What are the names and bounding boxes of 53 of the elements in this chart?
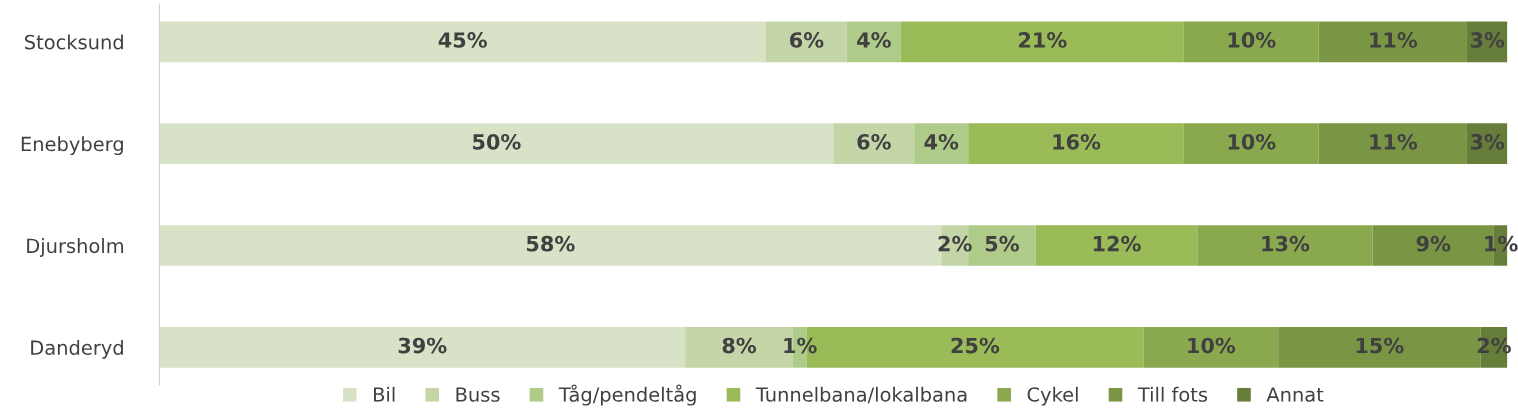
legend-label: Bil <box>374 386 395 402</box>
y-tick-label: Djursholm <box>27 238 124 257</box>
bar <box>968 123 1184 165</box>
legend-label: Till fots <box>1137 386 1208 402</box>
bar <box>159 123 834 165</box>
data-label: 10% <box>1188 337 1236 354</box>
data-label: 1% <box>784 337 817 354</box>
data-label: 10% <box>1228 133 1276 150</box>
legend-label: Tåg/pendeltåg <box>558 384 696 406</box>
bar <box>1183 21 1319 63</box>
data-label: 4% <box>857 32 891 48</box>
data-label: 3% <box>1470 133 1505 150</box>
bar <box>1183 123 1319 165</box>
data-label: 12% <box>1093 235 1141 252</box>
data-label: 6% <box>790 32 824 48</box>
y-tick-label: Enebyberg <box>21 136 123 156</box>
data-label: 25% <box>951 337 1000 354</box>
bar <box>765 21 847 63</box>
bar <box>159 21 766 63</box>
legend-label: Tunnelbana/lokalbana <box>755 386 967 404</box>
data-label: 16% <box>1053 133 1101 150</box>
data-label: 58% <box>526 235 575 252</box>
data-label: 50% <box>473 133 521 150</box>
y-tick-label: Stocksund <box>25 34 123 50</box>
bar <box>1197 225 1373 266</box>
data-label: 4% <box>924 133 959 150</box>
legend-label: Buss <box>456 387 500 402</box>
bar <box>1035 225 1198 266</box>
data-label: 45% <box>438 32 487 48</box>
data-label: 3% <box>1470 32 1505 48</box>
data-label: 15% <box>1356 337 1404 354</box>
bar <box>900 21 1184 63</box>
bar <box>1318 123 1467 165</box>
bar <box>833 123 915 165</box>
data-label: 21% <box>1019 32 1067 48</box>
data-label: 5% <box>985 235 1019 252</box>
data-label: 11% <box>1370 32 1418 48</box>
data-label: 6% <box>857 133 891 150</box>
data-label: 11% <box>1370 133 1418 150</box>
bar <box>1143 326 1279 368</box>
data-label: 39% <box>398 337 447 354</box>
legend-label: Cykel <box>1027 386 1078 406</box>
bar <box>1318 21 1467 63</box>
y-tick-label: Danderyd <box>31 339 123 359</box>
legend-label: Annat <box>1266 387 1324 402</box>
bar <box>846 21 901 63</box>
bar <box>914 123 969 165</box>
data-label: 13% <box>1262 235 1310 252</box>
data-label: 2% <box>938 235 972 252</box>
bar <box>159 326 686 368</box>
data-label: 9% <box>1416 235 1451 252</box>
data-label: 8% <box>722 337 757 354</box>
data-label: 10% <box>1228 32 1276 48</box>
